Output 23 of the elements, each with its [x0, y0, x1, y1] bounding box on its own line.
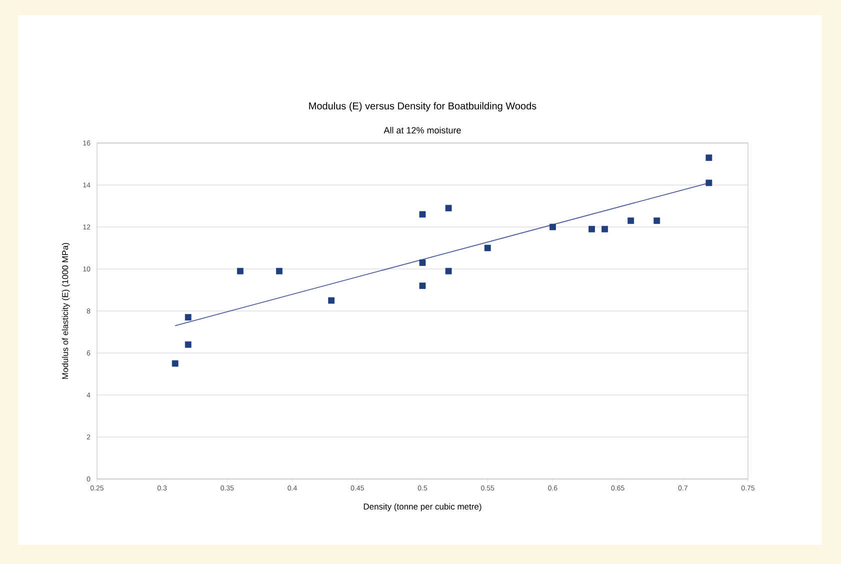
point — [172, 360, 178, 367]
point — [628, 217, 634, 224]
point — [602, 226, 608, 232]
point — [445, 204, 452, 212]
point — [484, 244, 491, 252]
point — [419, 211, 426, 218]
point — [419, 259, 426, 266]
chart-subtitle: All at 12% moisture — [384, 126, 461, 134]
point — [654, 217, 660, 224]
point — [419, 282, 426, 289]
point — [328, 297, 335, 304]
point — [237, 268, 244, 274]
point — [445, 268, 452, 274]
point — [588, 226, 595, 232]
point — [184, 314, 192, 320]
point — [550, 224, 556, 230]
x-axis-title: Density (tonne per cubic metre) — [364, 503, 482, 512]
point — [276, 268, 282, 274]
point — [706, 154, 712, 161]
point — [706, 180, 712, 186]
chart-title: Modulus (E) versus Density for Boatbuilding Woods — [309, 102, 536, 112]
point — [184, 341, 192, 348]
y-axis-title: Modulus of elasticity (E) (1000 MPa) — [62, 243, 70, 379]
